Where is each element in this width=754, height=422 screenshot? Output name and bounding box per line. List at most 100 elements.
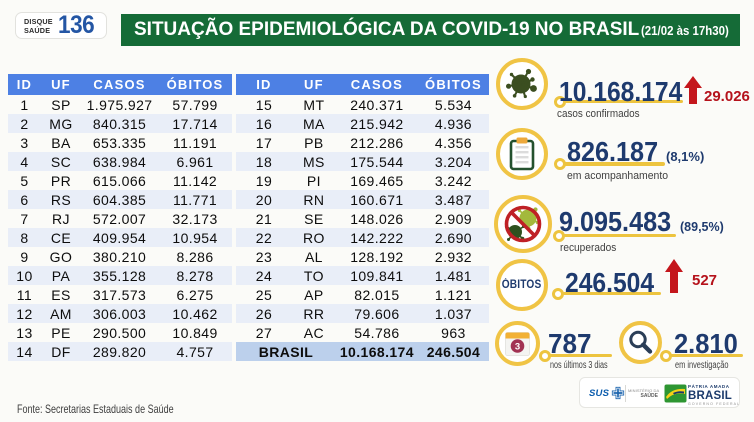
monitoring-value: 826.187 <box>567 136 659 168</box>
cell-obitos: 1.481 <box>434 267 472 284</box>
cell-casos: 79.606 <box>354 305 400 322</box>
cell-obitos: 10.849 <box>172 324 218 341</box>
cell-id: 16 <box>255 115 273 132</box>
ministry-logo: MINISTÉRIO DA SAÚDE <box>628 388 659 398</box>
table-row: 9 GO 380.210 8.286 <box>8 247 232 266</box>
cell-uf: PE <box>51 324 71 341</box>
cell-uf: ES <box>51 286 71 303</box>
cell-casos: 1.975.927 <box>86 96 153 113</box>
table-row: 7 RJ 572.007 32.173 <box>8 209 232 228</box>
cell-obitos: 11.771 <box>172 191 218 208</box>
cell-id: 5 <box>20 172 29 189</box>
table-left-body: 1 SP 1.975.927 57.799 2 MG 840.315 17.71… <box>8 95 232 361</box>
table-row: 20 RN 160.671 3.487 <box>236 190 489 209</box>
deaths-underline <box>562 291 661 296</box>
confirmed-ring <box>496 58 548 110</box>
logo-number-136: 136 <box>57 11 95 39</box>
cell-obitos: 5.534 <box>434 96 472 113</box>
col-header-uf: UF <box>291 74 336 95</box>
cell-id: 19 <box>255 172 273 189</box>
recovered-ring <box>494 195 552 253</box>
cell-uf: RJ <box>52 210 70 227</box>
cell-uf: SE <box>304 210 324 227</box>
investigation-ring <box>619 321 662 364</box>
cell-id: 8 <box>20 229 29 246</box>
recent-deaths-label: nos últimos 3 dias <box>550 360 608 372</box>
cell-id: 21 <box>255 210 273 227</box>
cell-uf: MT <box>303 96 325 113</box>
table-row: 15 MT 240.371 5.534 <box>236 95 489 114</box>
recent-deaths-value: 787 <box>548 327 592 359</box>
source-note: Fonte: Secretarias Estaduais de Saúde <box>17 402 174 416</box>
cell-obitos: 963 <box>441 324 466 341</box>
brazil-flag-icon <box>664 384 687 408</box>
cell-id: 17 <box>255 134 273 151</box>
cell-uf: PA <box>51 267 71 284</box>
recent-deaths-underline <box>549 353 612 358</box>
cell-casos: 289.820 <box>92 343 147 360</box>
cell-obitos: 8.286 <box>176 248 214 265</box>
cell-casos: 160.671 <box>350 191 404 208</box>
table-row: 1 SP 1.975.927 57.799 <box>8 95 232 114</box>
header-banner: SITUAÇÃO EPIDEMIOLÓGICA DA COVID-19 NO B… <box>121 14 740 46</box>
table-row: 23 AL 128.192 2.932 <box>236 247 489 266</box>
cell-casos: 54.786 <box>354 324 400 341</box>
monitoring-label: em acompanhamento <box>567 170 669 183</box>
col-header-obitos: ÓBITOS <box>158 74 232 95</box>
cell-uf: RO <box>303 229 325 246</box>
table-row: 3 BA 653.335 11.191 <box>8 133 232 152</box>
cell-uf: PR <box>50 172 72 189</box>
states-table-right: ID UF CASOS ÓBITOS 15 MT 240.371 5.534 1… <box>236 74 489 361</box>
cell-obitos: 57.799 <box>172 96 218 113</box>
cell-id: 1 <box>20 96 29 113</box>
table-total-row: BRASIL 10.168.174 246.504 <box>236 342 489 361</box>
divider <box>625 385 626 402</box>
virus-icon <box>506 68 537 99</box>
cell-casos: 290.500 <box>92 324 147 341</box>
motto-top: PÁTRIA AMADA <box>688 384 730 389</box>
cell-uf: GO <box>49 248 73 265</box>
recovered-underline <box>563 233 676 238</box>
table-row: 2 MG 840.315 17.714 <box>8 114 232 133</box>
table-row: 26 RR 79.606 1.037 <box>236 304 489 323</box>
total-label: BRASIL <box>236 342 336 361</box>
up-arrow-icon <box>684 76 702 104</box>
investigation-label: em investigação <box>675 360 729 372</box>
recovered-value: 9.095.483 <box>559 206 672 238</box>
investigation-value: 2.810 <box>674 327 738 359</box>
disque-saude-label: DISQUE SAÚDE <box>24 18 54 35</box>
cell-id: 22 <box>255 229 273 246</box>
cell-uf: RR <box>303 305 325 322</box>
monitoring-percent: (8,1%) <box>666 149 705 164</box>
cell-id: 24 <box>255 267 273 284</box>
calendar-3-icon: 3 <box>505 331 530 356</box>
cell-casos: 215.942 <box>350 115 404 132</box>
cell-obitos: 10.462 <box>172 305 218 322</box>
col-header-obitos: ÓBITOS <box>417 74 489 95</box>
cell-casos: 380.210 <box>92 248 147 265</box>
cell-id: 9 <box>20 248 29 265</box>
up-arrow-icon <box>665 259 683 293</box>
cell-casos: 82.015 <box>354 286 400 303</box>
cell-obitos: 4.936 <box>434 115 472 132</box>
cell-obitos: 3.242 <box>434 172 472 189</box>
cell-uf: BA <box>51 134 71 151</box>
table-row: 21 SE 148.026 2.909 <box>236 209 489 228</box>
table-row: 5 PR 615.066 11.142 <box>8 171 232 190</box>
clipboard-icon <box>509 137 535 171</box>
cell-id: 11 <box>16 286 33 303</box>
cell-uf: MA <box>303 115 325 132</box>
table-row: 22 RO 142.222 2.690 <box>236 228 489 247</box>
no-virus-icon <box>504 205 542 243</box>
cell-obitos: 6.275 <box>176 286 214 303</box>
total-obitos: 246.504 <box>417 342 489 361</box>
cell-uf: AL <box>304 248 323 265</box>
cell-id: 18 <box>255 153 273 170</box>
table-row: 24 TO 109.841 1.481 <box>236 266 489 285</box>
col-header-casos: CASOS <box>335 74 418 95</box>
recovered-percent: (89,5%) <box>680 220 724 234</box>
table-left-header: ID UF CASOS ÓBITOS <box>8 74 232 95</box>
cell-casos: 128.192 <box>350 248 404 265</box>
government-logos-bar: SUS MINISTÉRIO DA SAÚDE PÁTRIA AMADA BRA… <box>579 377 740 408</box>
